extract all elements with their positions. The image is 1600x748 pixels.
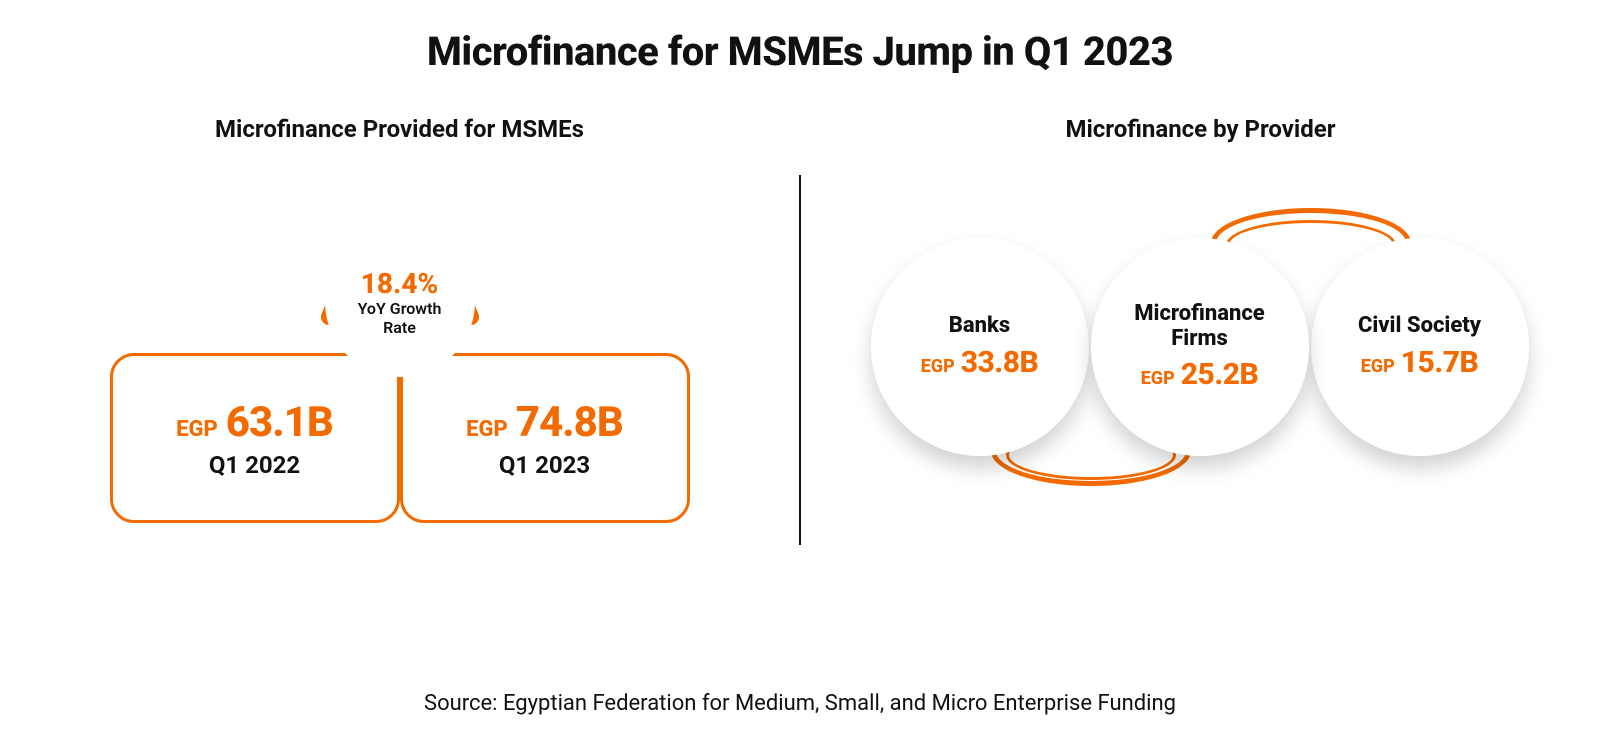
left-graphic: 18.4% YoY Growth Rate EGP 63.1B Q1 2022 … [80, 213, 720, 523]
currency-label: EGP [921, 356, 955, 377]
currency-label: EGP [466, 417, 508, 442]
right-subtitle: Microfinance by Provider [801, 115, 1600, 143]
stat-period-2022: Q1 2022 [209, 451, 300, 479]
provider-circle-civil: Civil Society EGP 15.7B [1311, 238, 1529, 456]
provider-value: EGP 33.8B [921, 345, 1039, 380]
left-panel: Microfinance Provided for MSMEs 18.4% Yo… [0, 115, 799, 595]
growth-label-2: Rate [383, 319, 416, 337]
provider-name: Microfinance Firms [1115, 302, 1285, 350]
provider-circles: Banks EGP 33.8B Microfinance Firms EGP 2… [861, 208, 1541, 508]
currency-label: EGP [1361, 356, 1395, 377]
provider-circle-firms: Microfinance Firms EGP 25.2B [1091, 238, 1309, 456]
growth-value: 18.4% [361, 267, 439, 300]
provider-name: Civil Society [1358, 314, 1481, 338]
growth-label-1: YoY Growth [358, 300, 442, 318]
left-subtitle: Microfinance Provided for MSMEs [0, 115, 799, 143]
panels: Microfinance Provided for MSMEs 18.4% Yo… [0, 115, 1600, 595]
source-note: Source: Egyptian Federation for Medium, … [0, 691, 1600, 716]
value-number: 25.2B [1181, 357, 1259, 392]
provider-circle-banks: Banks EGP 33.8B [871, 238, 1089, 456]
value-number: 74.8B [516, 398, 623, 447]
currency-label: EGP [176, 417, 218, 442]
provider-value: EGP 15.7B [1361, 345, 1479, 380]
currency-label: EGP [1141, 368, 1175, 389]
stat-period-2023: Q1 2023 [499, 451, 590, 479]
main-title: Microfinance for MSMEs Jump in Q1 2023 [0, 28, 1600, 75]
right-panel: Microfinance by Provider Banks EGP 33.8B… [801, 115, 1600, 595]
provider-name: Banks [949, 314, 1010, 338]
stat-value-2023: EGP 74.8B [466, 398, 623, 447]
stat-value-2022: EGP 63.1B [176, 398, 333, 447]
growth-badge: 18.4% YoY Growth Rate [325, 227, 475, 377]
value-number: 15.7B [1401, 345, 1479, 380]
value-number: 33.8B [961, 345, 1039, 380]
value-number: 63.1B [226, 398, 333, 447]
provider-value: EGP 25.2B [1141, 357, 1259, 392]
